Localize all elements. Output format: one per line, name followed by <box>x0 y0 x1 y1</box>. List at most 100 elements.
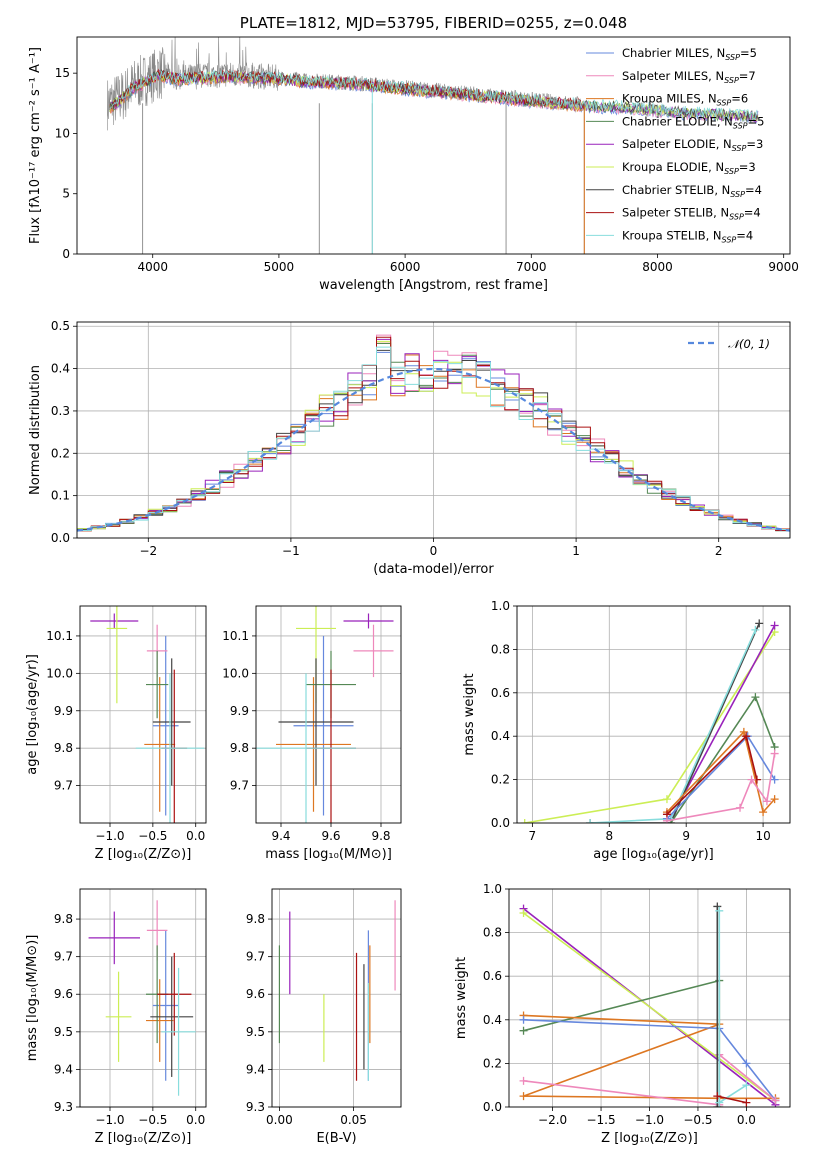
x-tick-label: −1.0 <box>635 1113 664 1127</box>
weight-marker <box>751 693 760 702</box>
errorbar-point <box>353 624 394 678</box>
x-tick-label: 2 <box>715 544 723 558</box>
x-tick-label: 7000 <box>516 260 547 274</box>
x-tick-label: 8 <box>605 829 613 843</box>
legend-label: Salpeter STELIB, NSSP=4 <box>622 206 761 222</box>
weight-marker <box>662 795 671 804</box>
x-tick-label: 9.6 <box>321 829 340 843</box>
weight-marker <box>770 621 779 630</box>
plot-area-mass-vs-Z <box>88 900 196 1096</box>
y-tick-label: 9.9 <box>230 704 249 718</box>
y-tick-label: 9.7 <box>54 779 73 793</box>
weight-marker <box>662 816 671 823</box>
weight-marker <box>771 1096 780 1105</box>
y-tick-label: 9.4 <box>246 1062 265 1076</box>
model-line <box>109 69 759 121</box>
weight-marker <box>519 1092 528 1101</box>
y-tick-label: 1.0 <box>491 599 510 613</box>
y-tick-label: 9.6 <box>246 987 265 1001</box>
x-tick-label: 0.0 <box>186 1113 205 1127</box>
x-tick-label: −0.5 <box>683 1113 712 1127</box>
legend-label: Chabrier MILES, NSSP=5 <box>622 46 757 62</box>
y-tick-label: 9.4 <box>54 1062 73 1076</box>
y-tick-label: 0 <box>62 247 70 261</box>
plot-area-age-vs-mass <box>256 606 394 823</box>
y-tick-label: 5 <box>62 187 70 201</box>
x-tick-label: 8000 <box>642 260 673 274</box>
weight-marker <box>586 819 595 823</box>
weight-marker <box>742 1081 751 1090</box>
x-tick-label: −0.5 <box>138 1113 167 1127</box>
axes-mass-vs-Z: −1.0 −0.5 0.0 9.3 9.4 9.5 9.6 9.7 9.8 Z [log₁₀(Z/… <box>25 888 207 1146</box>
y-tick-label: 9.3 <box>246 1100 265 1114</box>
x-axis-label: E(B-V) <box>316 1131 356 1146</box>
x-tick-label: 4000 <box>137 260 168 274</box>
y-tick-label: 0.2 <box>483 1056 502 1070</box>
axes-frame <box>508 888 791 1108</box>
plot-area-weight-vs-age <box>520 619 779 823</box>
plot-area-age-vs-Z <box>90 606 205 823</box>
errorbar-point <box>161 967 196 1096</box>
y-tick-label: 9.3 <box>54 1100 73 1114</box>
y-tick-label: 0.8 <box>491 642 510 656</box>
y-tick-label: 9.7 <box>230 779 249 793</box>
y-tick-label: 0.4 <box>51 362 70 376</box>
y-tick-label: 9.5 <box>54 1025 73 1039</box>
weight-marker <box>519 1076 528 1085</box>
weight-marker <box>762 797 771 806</box>
y-tick-label: 9.8 <box>246 912 265 926</box>
y-tick-label: 9.5 <box>246 1025 265 1039</box>
errorbar-point <box>88 911 140 965</box>
axes-frame <box>271 888 402 1108</box>
errorbar-point <box>278 658 354 786</box>
weight-marker <box>770 795 779 804</box>
axes-frame <box>76 36 791 255</box>
y-tick-label: 0.4 <box>491 729 510 743</box>
x-tick-label: 0 <box>430 544 438 558</box>
legend-label: Salpeter ELODIE, NSSP=3 <box>622 137 763 153</box>
weight-line <box>590 623 760 823</box>
model-line <box>109 70 759 122</box>
y-tick-label: 0.3 <box>51 404 70 418</box>
x-tick-label: 7 <box>529 829 537 843</box>
axes-frame <box>255 605 402 824</box>
legend: Chabrier MILES, NSSP=5 Salpeter MILES, NS… <box>586 46 764 244</box>
y-tick-label: 1.0 <box>483 882 502 896</box>
x-axis-label: wavelength [Angstrom, rest frame] <box>319 278 548 293</box>
y-axis-label: Normed distribution <box>28 365 43 495</box>
axes-mass-vs-EBV: 0.00 0.05 9.3 9.4 9.5 9.6 9.7 9.8 E(B-V) <box>246 888 402 1146</box>
y-tick-label: 0.0 <box>51 531 70 545</box>
weight-line <box>523 912 776 1102</box>
x-tick-label: 9.4 <box>271 829 290 843</box>
weight-marker <box>742 732 751 741</box>
axes-spectrum: 4000 5000 6000 7000 8000 9000 0 5 10 15 wavelength… <box>28 36 799 293</box>
x-tick-label: 9.8 <box>371 829 390 843</box>
axes-frame <box>516 605 791 824</box>
axes-age-vs-Z: −1.0 −0.5 0.0 9.7 9.8 9.9 10.0 10.1 Z [log₁₀(Z/Z… <box>25 605 207 862</box>
weight-marker <box>715 906 724 915</box>
y-axis-label: mass [log₁₀(M/M⊙)] <box>25 935 40 1062</box>
weight-marker <box>742 1059 751 1068</box>
axes-residuals: −2 −1 0 1 2 0.0 0.1 0.2 0.3 0.4 0.5 (data-model)/er… <box>28 319 791 577</box>
y-tick-label: 0.1 <box>51 489 70 503</box>
y-axis-label: mass weight <box>454 957 469 1039</box>
legend-label: 𝒩(0, 1) <box>728 337 770 351</box>
chart-title: PLATE=1812, MJD=53795, FIBERID=0255, z=0… <box>240 14 627 32</box>
x-tick-label: −2 <box>139 544 157 558</box>
y-tick-label: 9.9 <box>54 704 73 718</box>
x-tick-label: 6000 <box>390 260 421 274</box>
y-tick-label: 0.2 <box>51 446 70 460</box>
y-tick-label: 9.8 <box>54 741 73 755</box>
weight-line <box>524 631 776 823</box>
errorbar-point <box>150 956 194 1077</box>
weight-marker <box>747 775 756 784</box>
x-tick-label: 0.05 <box>340 1113 367 1127</box>
weight-marker <box>519 908 528 917</box>
weight-marker <box>739 727 748 736</box>
y-tick-label: 0.6 <box>483 969 502 983</box>
y-tick-label: 9.8 <box>54 912 73 926</box>
axes-frame <box>76 321 791 539</box>
weight-marker <box>770 749 779 758</box>
x-tick-label: 0.0 <box>737 1113 756 1127</box>
legend-label: Kroupa MILES, NSSP=6 <box>622 92 748 108</box>
